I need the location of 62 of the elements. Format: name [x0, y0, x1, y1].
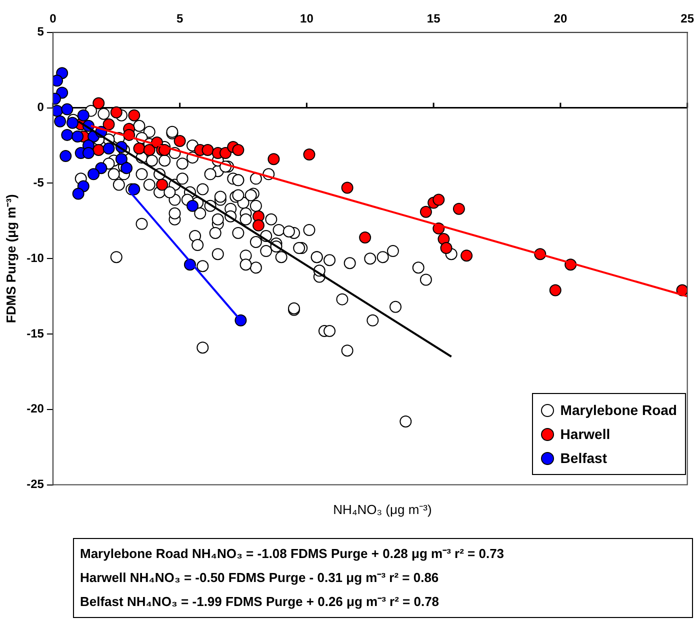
point	[452, 202, 465, 215]
point	[95, 162, 108, 174]
y-tick-label: -5	[33, 176, 44, 190]
point	[92, 97, 105, 110]
point	[66, 116, 78, 129]
y-axis-title: FDMS Purge (μg m⁻³)	[3, 194, 18, 324]
point	[549, 284, 562, 296]
point	[440, 242, 452, 254]
point	[77, 109, 90, 122]
point	[72, 130, 84, 142]
y-tick-label: 5	[37, 24, 44, 39]
point	[110, 106, 122, 118]
point	[133, 142, 146, 155]
point	[219, 147, 232, 160]
point	[303, 148, 316, 161]
point	[252, 219, 264, 232]
x-tick-label: 15	[426, 12, 441, 26]
point	[202, 144, 214, 156]
point	[82, 147, 94, 160]
point	[115, 153, 128, 166]
point	[232, 144, 244, 156]
point	[234, 314, 247, 326]
point	[61, 103, 74, 116]
point	[174, 134, 186, 147]
point	[88, 168, 100, 180]
x-axis-title: NH₄NO₃ (μg m⁻³)	[332, 501, 433, 518]
point	[359, 231, 372, 244]
x-tick-label: 10	[300, 12, 314, 26]
x-tick-label: 5	[176, 12, 184, 26]
point	[143, 144, 156, 156]
point	[54, 115, 66, 128]
point	[72, 188, 84, 200]
point	[102, 118, 115, 130]
point	[432, 194, 445, 206]
legend-label: Harwell	[559, 425, 612, 444]
text: Marylebone Road NH₄NO₃ = -1.08 FDMS Purge + 0.28 μg m⁻³ r² = 0.73	[80, 545, 506, 563]
x-tick-label: 0	[50, 12, 57, 26]
point	[156, 178, 168, 191]
point	[52, 74, 64, 87]
legend-label: Belfast	[559, 449, 608, 468]
point	[420, 206, 432, 218]
point	[128, 183, 140, 196]
y-tick-label: -25	[26, 477, 44, 492]
point	[268, 153, 280, 166]
point	[128, 109, 140, 122]
point	[60, 150, 72, 162]
text: Harwell NH₄NO₃ = -0.50 FDMS Purge - 0.31 μg m⁻³ r² = 0.86	[80, 569, 440, 587]
point	[52, 104, 64, 117]
x-tick-label: 25	[680, 12, 694, 26]
y-tick-label: -10	[26, 250, 44, 265]
point	[186, 200, 199, 212]
point	[341, 182, 354, 194]
x-tick-label: 20	[554, 12, 568, 26]
point	[61, 128, 74, 141]
point	[120, 162, 133, 174]
y-tick-label: -20	[26, 402, 44, 416]
point	[102, 142, 115, 155]
text: Belfast NH₄NO₃ = -1.99 FDMS Purge + 0.26 μg m⁻³ r² = 0.78	[80, 593, 440, 611]
y-tick-label: 0	[37, 100, 44, 114]
point	[460, 250, 473, 262]
legend-label: Marylebone Road	[559, 401, 677, 420]
y-tick-label: -15	[26, 326, 44, 340]
